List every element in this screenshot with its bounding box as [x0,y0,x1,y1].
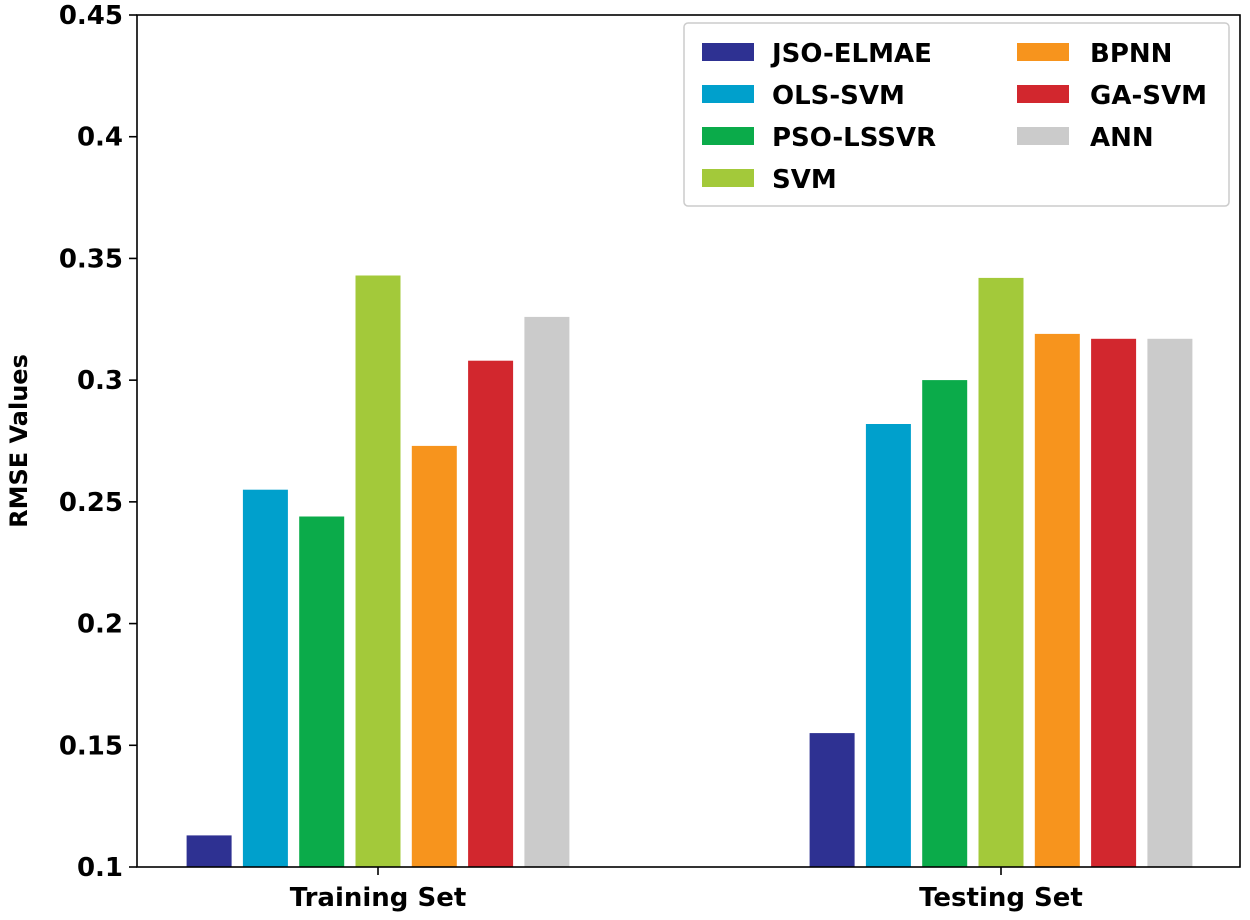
legend-swatch-ga-svm [1017,85,1069,103]
legend-swatch-svm [702,169,754,187]
legend-label-svm: SVM [772,165,837,195]
legend-box [683,22,1230,207]
bar-ga-svm-training-set [468,360,514,867]
y-tick-label: 0.25 [59,488,123,518]
legend-label-jso-elmae: JSO-ELMAE [770,39,932,69]
y-tick-label: 0.45 [59,1,123,31]
y-tick-label: 0.2 [77,610,123,640]
bar-jso-elmae-testing-set [809,733,855,867]
bar-ols-svm-testing-set [865,424,911,867]
bar-pso-lssvr-testing-set [922,380,968,867]
bar-svm-testing-set [978,277,1024,867]
bar-ann-training-set [524,316,570,867]
legend-label-ols-svm: OLS-SVM [772,81,905,111]
legend-swatch-ann [1017,127,1069,145]
legend-swatch-bpnn [1017,43,1069,61]
bar-ann-testing-set [1147,338,1193,867]
y-tick-label: 0.3 [77,366,123,396]
bar-bpnn-training-set [411,445,457,867]
legend-label-pso-lssvr: PSO-LSSVR [772,123,936,153]
legend-label-bpnn: BPNN [1090,39,1172,69]
bar-svm-training-set [355,275,401,867]
bars-group [186,275,1193,867]
legend-label-ga-svm: GA-SVM [1090,81,1207,111]
y-tick-label: 0.4 [77,123,123,153]
y-tick-label: 0.35 [59,244,123,274]
legend-swatch-pso-lssvr [702,127,754,145]
bar-ga-svm-testing-set [1091,338,1137,867]
x-tick-label: Training Set [290,883,467,913]
bar-pso-lssvr-training-set [299,516,345,867]
bar-ols-svm-training-set [242,489,288,867]
legend-swatch-jso-elmae [702,43,754,61]
bar-bpnn-testing-set [1034,333,1080,867]
legend-label-ann: ANN [1090,123,1154,153]
legend-swatch-ols-svm [702,85,754,103]
y-axis-label: RMSE Values [5,354,33,528]
x-tick-label: Testing Set [919,883,1083,913]
plot-frame [136,14,1241,868]
y-tick-label: 0.1 [77,853,123,883]
axes-group: 0.1 0.15 0.2 0.25 0.3 0.35 0.4 0.45 Training Set… [59,1,1241,913]
bar-jso-elmae-training-set [186,835,232,867]
legend: JSO-ELMAE OLS-SVM PSO-LSSVR SVM BPNN GA-SVM AN… [683,22,1230,207]
y-tick-label: 0.15 [59,731,123,761]
